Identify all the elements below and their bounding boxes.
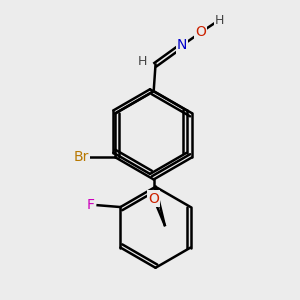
Text: F: F (87, 198, 95, 212)
Text: H: H (138, 55, 147, 68)
Text: H: H (215, 14, 224, 27)
Text: Br: Br (73, 150, 88, 164)
Text: O: O (148, 192, 159, 206)
Text: O: O (195, 26, 206, 39)
Text: N: N (177, 38, 187, 52)
